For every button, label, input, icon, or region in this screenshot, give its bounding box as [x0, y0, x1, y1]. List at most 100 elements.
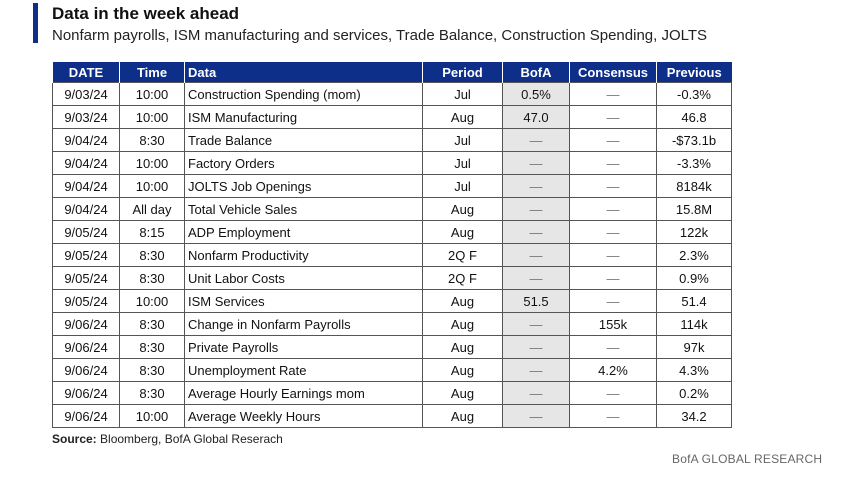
- consensus-cell: —: [569, 220, 657, 244]
- accent-bar: [33, 3, 38, 43]
- bofa-cell: —: [502, 197, 570, 221]
- bofa-cell: —: [502, 174, 570, 198]
- time-cell: 10:00: [119, 289, 185, 313]
- consensus-cell: —: [569, 82, 657, 106]
- previous-cell: -$73.1b: [656, 128, 732, 152]
- column-header-date: DATE: [52, 62, 120, 83]
- table-row: 9/04/24 10:00 Factory Orders Jul — — -3.3%: [52, 151, 732, 175]
- source-label: Source:: [52, 432, 97, 446]
- previous-cell: 34.2: [656, 404, 732, 428]
- consensus-cell: —: [569, 243, 657, 267]
- data-cell: Construction Spending (mom): [184, 82, 423, 106]
- column-header-previous: Previous: [656, 62, 732, 83]
- data-cell: Change in Nonfarm Payrolls: [184, 312, 423, 336]
- table-row: 9/05/24 10:00 ISM Services Aug 51.5—51.4: [52, 289, 732, 313]
- bofa-cell: —: [502, 358, 570, 382]
- time-cell: 8:30: [119, 128, 185, 152]
- bofa-cell: 47.0: [502, 105, 570, 129]
- date-cell: 9/03/24: [52, 82, 120, 106]
- table-body: 9/03/24 10:00 Construction Spending (mom) J…: [52, 82, 732, 428]
- bofa-cell: —: [502, 243, 570, 267]
- date-cell: 9/06/24: [52, 404, 120, 428]
- data-cell: Private Payrolls: [184, 335, 423, 359]
- date-cell: 9/06/24: [52, 358, 120, 382]
- date-cell: 9/05/24: [52, 266, 120, 290]
- date-cell: 9/04/24: [52, 151, 120, 175]
- time-cell: 8:30: [119, 266, 185, 290]
- date-cell: 9/05/24: [52, 220, 120, 244]
- data-cell: ISM Services: [184, 289, 423, 313]
- date-cell: 9/04/24: [52, 197, 120, 221]
- period-cell: Jul: [422, 174, 503, 198]
- data-cell: Average Weekly Hours: [184, 404, 423, 428]
- table-header-row: DATE Time Data Period BofA Consensus Pre…: [52, 62, 732, 83]
- previous-cell: 114k: [656, 312, 732, 336]
- period-cell: Aug: [422, 197, 503, 221]
- table-row: 9/05/24 8:15 ADP Employment Aug — —122k: [52, 220, 732, 244]
- period-cell: 2Q F: [422, 243, 503, 267]
- consensus-cell: —: [569, 197, 657, 221]
- column-header-period: Period: [422, 62, 503, 83]
- period-cell: Aug: [422, 358, 503, 382]
- period-cell: Aug: [422, 105, 503, 129]
- consensus-cell: 4.2%: [569, 358, 657, 382]
- previous-cell: 15.8M: [656, 197, 732, 221]
- data-cell: Average Hourly Earnings mom: [184, 381, 423, 405]
- previous-cell: 0.9%: [656, 266, 732, 290]
- date-cell: 9/05/24: [52, 289, 120, 313]
- consensus-cell: —: [569, 266, 657, 290]
- time-cell: 8:30: [119, 335, 185, 359]
- column-header-consensus: Consensus: [569, 62, 657, 83]
- data-cell: Total Vehicle Sales: [184, 197, 423, 221]
- period-cell: 2Q F: [422, 266, 503, 290]
- bofa-cell: —: [502, 335, 570, 359]
- table-row: 9/06/24 8:30 Private Payrolls Aug — —97k: [52, 335, 732, 359]
- table-row: 9/05/24 8:30 Nonfarm Productivity 2Q F — —2.3…: [52, 243, 732, 267]
- bofa-cell: —: [502, 151, 570, 175]
- period-cell: Jul: [422, 82, 503, 106]
- period-cell: Aug: [422, 289, 503, 313]
- bofa-cell: —: [502, 381, 570, 405]
- source-note: Source: Bloomberg, BofA Global Reserach: [52, 432, 283, 446]
- previous-cell: 51.4: [656, 289, 732, 313]
- time-cell: 8:30: [119, 312, 185, 336]
- consensus-cell: —: [569, 151, 657, 175]
- date-cell: 9/04/24: [52, 174, 120, 198]
- data-cell: Factory Orders: [184, 151, 423, 175]
- table-row: 9/03/24 10:00 Construction Spending (mom) J…: [52, 82, 732, 106]
- time-cell: 10:00: [119, 404, 185, 428]
- table-row: 9/05/24 8:30 Unit Labor Costs 2Q F — —0.9%: [52, 266, 732, 290]
- time-cell: 10:00: [119, 82, 185, 106]
- date-cell: 9/06/24: [52, 381, 120, 405]
- consensus-cell: 155k: [569, 312, 657, 336]
- bofa-cell: —: [502, 220, 570, 244]
- consensus-cell: —: [569, 174, 657, 198]
- data-cell: JOLTS Job Openings: [184, 174, 423, 198]
- consensus-cell: —: [569, 105, 657, 129]
- table-row: 9/06/24 8:30 Unemployment Rate Aug —4.2% 4.3%: [52, 358, 732, 382]
- time-cell: 10:00: [119, 174, 185, 198]
- date-cell: 9/04/24: [52, 128, 120, 152]
- period-cell: Aug: [422, 404, 503, 428]
- previous-cell: -3.3%: [656, 151, 732, 175]
- previous-cell: 0.2%: [656, 381, 732, 405]
- period-cell: Jul: [422, 128, 503, 152]
- consensus-cell: —: [569, 128, 657, 152]
- data-cell: Unit Labor Costs: [184, 266, 423, 290]
- previous-cell: 8184k: [656, 174, 732, 198]
- bofa-cell: —: [502, 128, 570, 152]
- table-row: 9/04/24 10:00 JOLTS Job Openings Jul — —8184k: [52, 174, 732, 198]
- table-row: 9/06/24 8:30 Average Hourly Earnings mom Au…: [52, 381, 732, 405]
- consensus-cell: —: [569, 289, 657, 313]
- period-cell: Aug: [422, 220, 503, 244]
- previous-cell: 4.3%: [656, 358, 732, 382]
- period-cell: Aug: [422, 381, 503, 405]
- time-cell: 8:30: [119, 358, 185, 382]
- economic-calendar-table: DATE Time Data Period BofA Consensus Pre…: [52, 62, 732, 428]
- column-header-time: Time: [119, 62, 185, 83]
- period-cell: Jul: [422, 151, 503, 175]
- previous-cell: 97k: [656, 335, 732, 359]
- column-header-bofa: BofA: [502, 62, 570, 83]
- data-cell: Trade Balance: [184, 128, 423, 152]
- page-title: Data in the week ahead: [52, 4, 240, 23]
